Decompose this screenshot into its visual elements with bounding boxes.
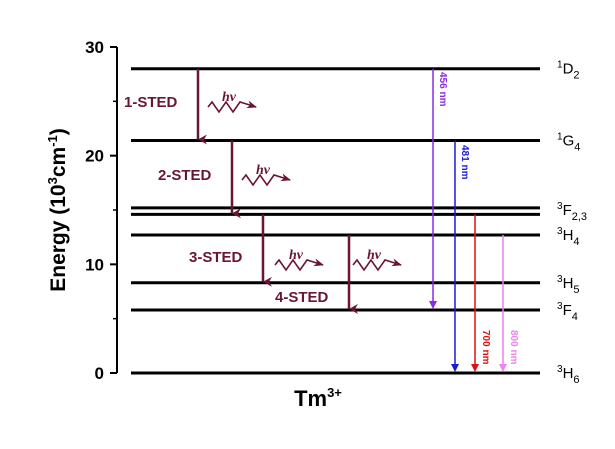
emission-arrowhead	[499, 364, 507, 372]
photon-label: hν	[367, 248, 382, 263]
ion-label: Tm3+	[294, 385, 342, 411]
level-label-3H6: 3H6	[557, 364, 580, 386]
sted-transition-3: 3-STED hν	[189, 214, 324, 287]
energy-levels	[131, 67, 540, 375]
level-label-3H5: 3H5	[557, 274, 580, 296]
y-tick-label: 20	[85, 147, 104, 166]
y-tick-label: 10	[85, 255, 104, 274]
level-label-1D2: 1D2	[557, 60, 580, 82]
photon-wave-icon	[352, 258, 402, 272]
y-tick-label: 0	[95, 364, 104, 383]
emission-transitions: 456 nm 481 nm 700 nm 800 nm	[429, 68, 519, 372]
sted-label: 4-STED	[275, 289, 329, 306]
level-label-3F4: 3F4	[557, 301, 578, 323]
y-axis-ticks: 0 10 20 30	[85, 38, 117, 383]
emission-arrowhead	[429, 300, 437, 309]
sted-transitions: 1-STED hν 2-STED hν 3-STED hν 4-STED hν	[124, 68, 402, 314]
level-label-1G4: 1G4	[557, 131, 580, 153]
y-tick-label: 30	[85, 38, 104, 57]
sted-label: 1-STED	[124, 94, 178, 111]
emission-700-nm: 700 nm	[471, 214, 491, 372]
emission-arrowhead	[451, 364, 459, 372]
sted-transition-2: 2-STED hν	[158, 140, 291, 219]
emission-800-nm: 800 nm	[499, 234, 519, 372]
emission-481-nm: 481 nm	[451, 140, 470, 372]
emission-label: 700 nm	[480, 330, 491, 365]
photon-wave-icon	[241, 173, 291, 187]
photon-wave-icon	[207, 100, 257, 114]
sted-transition-1: 1-STED hν	[124, 68, 257, 145]
emission-arrowhead	[471, 364, 479, 372]
sted-label: 3-STED	[189, 249, 243, 266]
emission-label: 800 nm	[508, 330, 519, 365]
photon-label: hν	[256, 163, 271, 178]
sted-label: 2-STED	[158, 167, 212, 184]
sted-transition-4: 4-STED hν	[275, 234, 402, 314]
level-label-3F2: 3F2,3	[557, 201, 587, 223]
emission-456-nm: 456 nm	[429, 68, 448, 309]
photon-label: hν	[222, 90, 237, 105]
emission-label: 481 nm	[459, 145, 470, 180]
level-label-3H4: 3H4	[557, 226, 580, 248]
photon-label: hν	[289, 248, 304, 263]
photon-wave-icon	[274, 258, 324, 272]
y-axis-title: Energy (103cm-1)	[45, 128, 70, 292]
level-labels: 1D2 1G4 3F2,3 3H4 3H5 3F4 3H6	[557, 60, 587, 386]
emission-label: 456 nm	[437, 72, 448, 107]
